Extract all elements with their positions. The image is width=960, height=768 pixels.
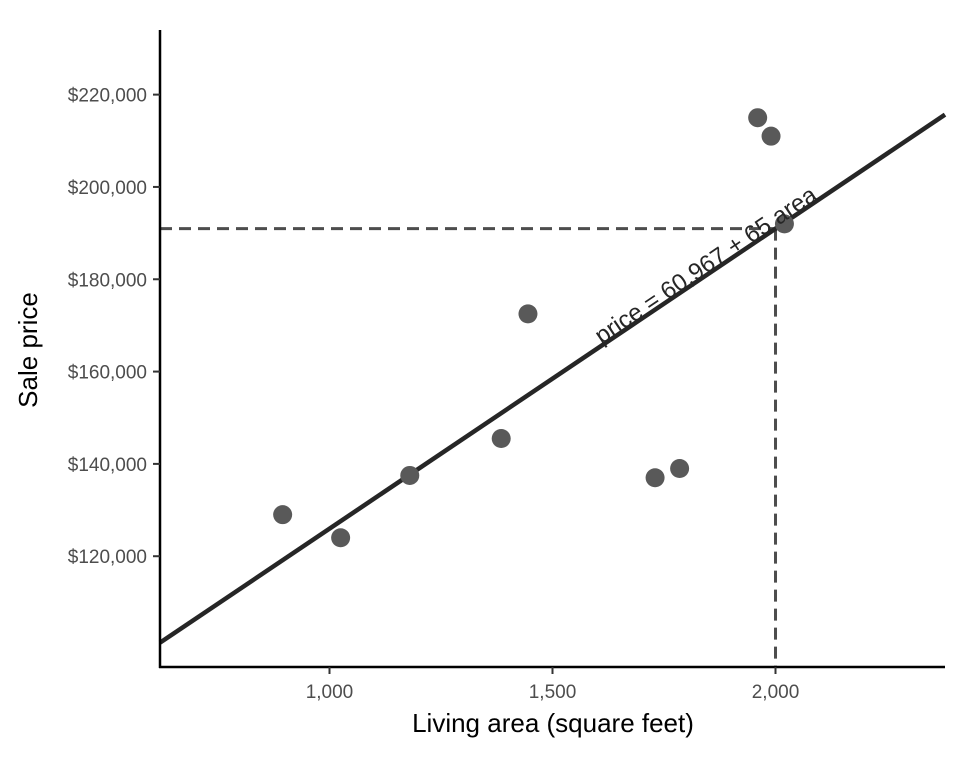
data-point <box>491 429 511 449</box>
x-tick-label: 2,000 <box>752 682 800 703</box>
data-point <box>273 505 293 525</box>
regression-line-group <box>158 112 947 645</box>
data-point <box>645 468 665 488</box>
axes: 1,000 1,500 2,000 $120,000 $140,000 $160,000 $… <box>68 30 945 703</box>
reference-lines <box>160 227 778 667</box>
x-tick-label: 1,500 <box>529 682 577 703</box>
data-point <box>331 528 351 548</box>
y-tick-label: $120,000 <box>68 547 147 568</box>
data-point <box>774 214 794 234</box>
data-point <box>400 465 420 485</box>
x-axis-title: Living area (square feet) <box>412 708 694 738</box>
data-points <box>273 108 794 548</box>
data-point <box>761 126 781 146</box>
regression-line <box>158 112 947 645</box>
data-point <box>670 459 690 479</box>
y-tick-label: $180,000 <box>68 270 147 291</box>
x-tick-label: 1,000 <box>306 682 354 703</box>
data-point <box>518 304 538 324</box>
regression-equation-label: price = 60,967 + 65 area <box>590 181 823 350</box>
y-tick-label: $160,000 <box>68 363 147 384</box>
y-tick-label: $200,000 <box>68 178 147 199</box>
y-tick-label: $140,000 <box>68 455 147 476</box>
y-tick-label: $220,000 <box>68 86 147 107</box>
y-axis-title: Sale price <box>13 292 43 408</box>
data-point <box>748 108 768 128</box>
